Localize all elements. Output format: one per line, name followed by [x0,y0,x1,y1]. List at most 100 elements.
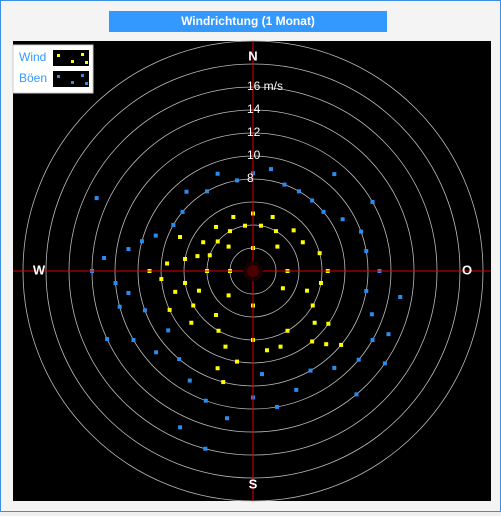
point [215,239,220,244]
point [270,214,275,219]
point [310,303,315,308]
point [173,289,178,294]
direction-label: O [462,262,472,277]
point [94,196,99,201]
legend-swatch [53,50,89,66]
point [214,224,219,229]
point [228,229,232,234]
point [332,172,337,177]
legend-dot [71,60,74,63]
point [223,344,228,349]
point [339,342,344,347]
r-tick-label: 14 [247,102,261,116]
point [215,171,220,176]
point [201,240,206,245]
point [280,286,285,291]
point [305,288,310,293]
point [187,378,192,383]
point [139,239,144,244]
legend-items: Wind Böen [19,50,89,87]
point [203,446,208,451]
point [235,178,240,183]
point [153,233,158,238]
point [370,338,375,342]
point [113,281,118,286]
point [203,398,208,403]
point [166,328,171,333]
point [142,308,147,313]
point [243,223,248,228]
r-tick-label: 16 m/s [247,79,283,93]
legend-dot [57,54,60,57]
point [294,387,299,392]
legend-dot [85,82,88,85]
point [300,240,305,245]
point [131,338,136,342]
point [274,229,278,234]
point [268,167,273,172]
axes: 8 10 12 14 16 m/s N O S W [13,41,491,501]
r-tick-label: 12 [247,125,261,139]
point [297,189,301,194]
point [398,294,403,299]
point [178,234,183,239]
point [205,189,209,194]
point [260,372,265,377]
point [126,247,131,252]
point [356,357,361,362]
legend-dot [71,81,74,84]
point [364,288,369,293]
point [183,257,188,262]
point [326,321,331,326]
point [165,261,170,266]
legend-swatch [53,71,89,87]
point [215,366,220,371]
point [308,368,313,373]
point [207,253,212,258]
legend-dot [81,74,84,77]
point [167,307,172,312]
point [189,320,194,325]
point [195,254,200,259]
legend-label: Wind [19,50,46,64]
point [171,223,176,227]
legend-dot [85,61,88,64]
direction-label: W [33,262,46,277]
legend-dot [57,75,60,78]
point [359,229,364,234]
point [235,359,240,364]
legend-label: Böen [19,71,47,85]
point [324,342,329,347]
point [183,280,188,285]
point [180,209,185,214]
point [178,425,183,430]
point [310,198,315,203]
direction-label: N [248,48,257,63]
point [225,416,230,421]
point [226,244,231,249]
point [370,200,375,204]
point [264,348,269,353]
point [332,365,337,370]
r-tick-label: 8 [247,171,254,185]
title-bar [109,11,387,32]
point [177,357,182,362]
r-tick-label: 10 [247,148,261,162]
point [386,332,391,337]
point [312,320,317,325]
point [285,328,290,333]
point [369,312,374,317]
point [258,223,263,228]
point [354,392,359,397]
point [196,288,201,293]
point [184,189,189,194]
point [159,277,164,282]
point [364,249,369,254]
point [102,255,107,260]
point [321,209,326,214]
point [282,182,287,187]
point [382,361,387,366]
point [117,304,122,309]
point [274,404,279,409]
